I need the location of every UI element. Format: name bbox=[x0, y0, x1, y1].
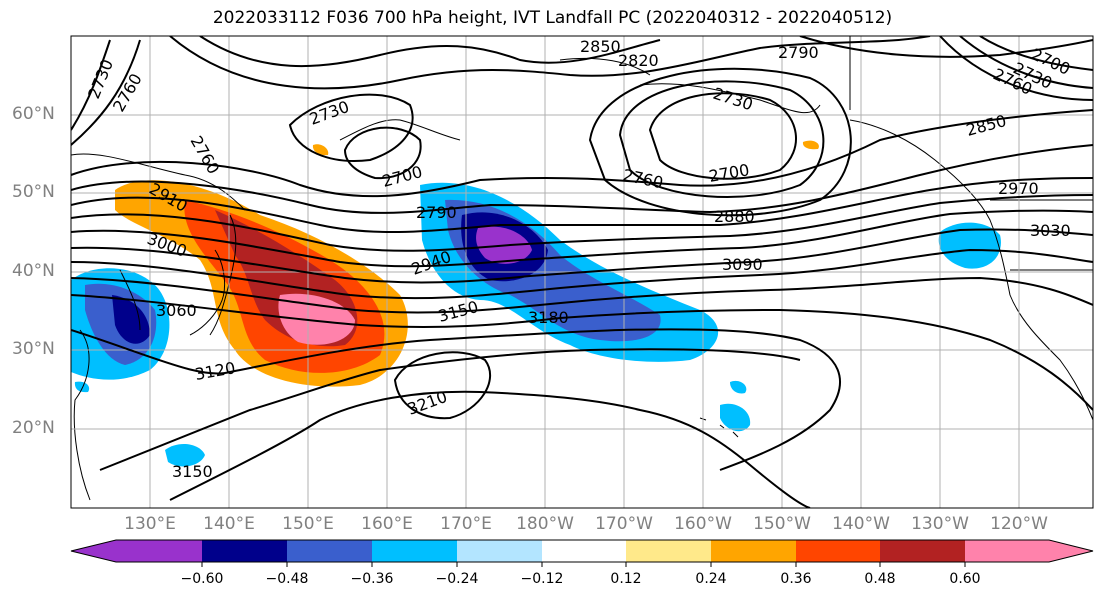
lon-label: 150°E bbox=[282, 514, 334, 534]
contour-2730-low bbox=[288, 93, 414, 162]
colorbar-ticks bbox=[201, 562, 966, 567]
colorbar-swatch bbox=[542, 540, 626, 562]
lon-label: 170°E bbox=[440, 514, 492, 534]
contour-3180 bbox=[169, 390, 811, 508]
lon-label: 150°W bbox=[753, 514, 811, 534]
lat-label: 20°N bbox=[12, 418, 55, 438]
colorbar-swatch bbox=[457, 540, 542, 562]
positive-ivt-shade-5 bbox=[312, 144, 329, 156]
lon-label: 170°W bbox=[595, 514, 653, 534]
contour-label: 2790 bbox=[416, 203, 457, 222]
contour-alaska-outer bbox=[588, 67, 852, 217]
contour-3090 bbox=[71, 294, 1093, 411]
positive-ivt-shade-6 bbox=[802, 140, 819, 150]
colorbar-swatch bbox=[116, 540, 202, 562]
positive-ivt-shade-4 bbox=[278, 293, 355, 345]
colorbar bbox=[70, 539, 1094, 567]
contour-2940 bbox=[71, 194, 1093, 252]
contour-ne-2760 bbox=[939, 36, 1093, 101]
negative-ivt-shade-3 bbox=[112, 295, 150, 344]
colorbar-tick-label: 0.60 bbox=[949, 571, 981, 587]
contour-2880 bbox=[71, 144, 1093, 214]
map-frame bbox=[70, 35, 1094, 509]
contour-2760-nw bbox=[71, 39, 141, 146]
contour-top-1 bbox=[199, 36, 661, 68]
contour-ne-2700 bbox=[979, 36, 1093, 71]
map-title: 2022033112 F036 700 hPa height, IVT Land… bbox=[212, 8, 893, 28]
contour-3000 bbox=[71, 228, 1093, 284]
colorbar-swatch bbox=[711, 540, 796, 562]
coastline-siberia-kamchatka bbox=[71, 119, 461, 336]
colorbar-swatch bbox=[880, 540, 965, 562]
colorbar-tick-label: −0.48 bbox=[265, 571, 309, 587]
negative-ivt-shade-10 bbox=[730, 380, 747, 394]
contour-3210 bbox=[393, 351, 491, 420]
colorbar-tick-label: 0.36 bbox=[780, 571, 812, 587]
contour-2970 bbox=[71, 209, 1093, 268]
negative-ivt-shade-8 bbox=[938, 222, 1001, 269]
colorbar-swatch bbox=[372, 540, 457, 562]
contour-label: 2790 bbox=[778, 43, 819, 62]
colorbar-tick-label: −0.24 bbox=[435, 571, 479, 587]
contour-northwest-edge bbox=[799, 36, 1093, 58]
colorbar-swatch bbox=[1049, 540, 1093, 562]
contour-2730-alaska bbox=[618, 80, 825, 198]
negative-ivt-shade-11 bbox=[165, 443, 205, 467]
lon-label: 130°W bbox=[911, 514, 969, 534]
contour-ne-2730 bbox=[959, 36, 1093, 89]
lon-label: 140°W bbox=[832, 514, 890, 534]
lon-label: 140°E bbox=[203, 514, 255, 534]
contour-label: 3030 bbox=[1030, 221, 1071, 240]
contour-label: 3180 bbox=[528, 308, 569, 327]
colorbar-swatch bbox=[287, 540, 372, 562]
contour-3150 bbox=[99, 348, 801, 471]
contour-label: 3090 bbox=[722, 255, 763, 274]
lon-label: 130°E bbox=[124, 514, 176, 534]
lat-label: 40°N bbox=[12, 261, 55, 281]
contour-3120 bbox=[71, 328, 841, 471]
contour-2850 bbox=[71, 109, 1093, 198]
contour-3060 bbox=[71, 276, 1093, 314]
lon-label: 160°W bbox=[674, 514, 732, 534]
contour-2730-nw bbox=[71, 39, 111, 131]
contour-label: 3150 bbox=[172, 462, 213, 481]
colorbar-tick-label: 0.12 bbox=[610, 571, 642, 587]
contour-2700-low bbox=[343, 126, 422, 180]
colorbar-swatch bbox=[626, 540, 711, 562]
lat-label: 30°N bbox=[12, 339, 55, 359]
colorbar-outline bbox=[70, 539, 1094, 563]
lat-label: 60°N bbox=[12, 104, 55, 124]
contour-3030 bbox=[71, 248, 1093, 300]
colorbar-swatch bbox=[796, 540, 880, 562]
colorbar-swatch bbox=[965, 540, 1049, 562]
colorbar-tick-label: 0.48 bbox=[864, 571, 896, 587]
contour-label: 2850 bbox=[580, 37, 621, 56]
negative-ivt-shade-9 bbox=[720, 403, 751, 432]
coastline-japan bbox=[189, 249, 226, 336]
contour-label: 3060 bbox=[156, 301, 197, 320]
colorbar-tick-label: −0.36 bbox=[350, 571, 394, 587]
colorbar-tick-label: −0.12 bbox=[520, 571, 564, 587]
negative-ivt-shade-12 bbox=[74, 381, 90, 393]
colorbar-swatch bbox=[71, 540, 116, 562]
height-contours bbox=[71, 36, 1093, 508]
lat-label: 50°N bbox=[12, 182, 55, 202]
contour-label: 2820 bbox=[618, 51, 659, 70]
colorbar-swatch bbox=[202, 540, 287, 562]
colorbar-tick-label: −0.60 bbox=[180, 571, 224, 587]
lon-label: 120°W bbox=[990, 514, 1048, 534]
coastline-north-america bbox=[849, 119, 1093, 421]
contour-label: 2970 bbox=[998, 179, 1039, 198]
contour-label: 2880 bbox=[714, 207, 755, 226]
contour-2910 bbox=[71, 177, 1093, 234]
contour-top-2 bbox=[169, 36, 931, 90]
lon-label: 180°W bbox=[516, 514, 574, 534]
lon-label: 160°E bbox=[361, 514, 413, 534]
colorbar-tick-label: 0.24 bbox=[695, 571, 727, 587]
contour-2700-alaska bbox=[648, 92, 797, 180]
